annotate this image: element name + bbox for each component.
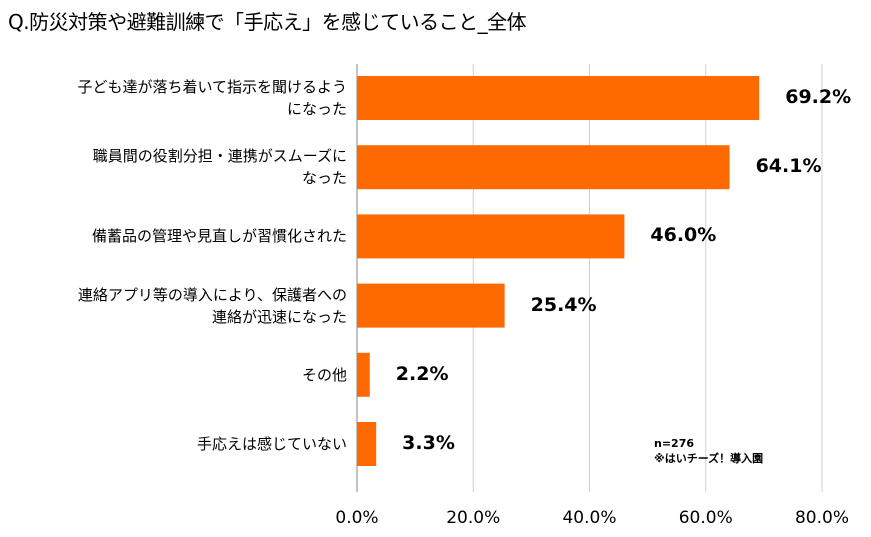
bar	[357, 422, 377, 466]
x-tick-label: 0.0%	[335, 508, 379, 528]
category-label: 備蓄品の管理や見直しが習慣化された	[91, 227, 347, 246]
category-label: その他	[301, 365, 347, 384]
x-tick-label: 60.0%	[678, 508, 733, 528]
category-label: 子ども達が落ち着いて指示を聞けるよう になった	[77, 78, 347, 118]
value-label: 69.2%	[785, 86, 852, 108]
value-label: 2.2%	[395, 362, 449, 385]
source-note: ※はいチーズ！導入園	[654, 452, 764, 465]
bar	[357, 352, 370, 397]
value-label: 46.0%	[650, 224, 717, 247]
chart-note: n=276 ※はいチーズ！導入園	[654, 436, 763, 466]
value-label: 64.1%	[755, 155, 822, 178]
x-tick-label: 80.0%	[794, 508, 849, 528]
value-label: 3.3%	[402, 432, 455, 454]
chart-title: Q.防災対策や避難訓練で「手応え」を感じていること_全体	[8, 10, 527, 34]
x-tick-label: 20.0%	[446, 508, 501, 528]
bar	[357, 145, 730, 190]
category-label: 職員間の役割分担・連携がスムーズに なった	[92, 147, 347, 188]
bar	[357, 283, 505, 328]
sample-size-note: n=276	[654, 437, 695, 450]
x-tick-label: 40.0%	[562, 508, 617, 528]
bar	[357, 76, 760, 120]
category-label: 手応えは感じていない	[196, 435, 347, 453]
category-label: 連絡アプリ等の導入により、保護者への 連絡が迅速になった	[77, 285, 347, 326]
bar	[357, 214, 625, 259]
value-label: 25.4%	[530, 293, 597, 316]
